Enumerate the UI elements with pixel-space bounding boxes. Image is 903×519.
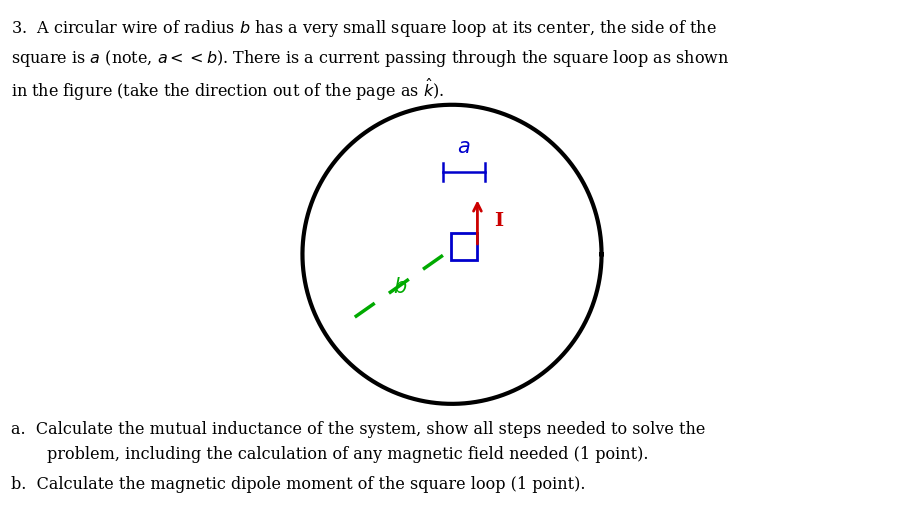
Text: in the figure (take the direction out of the page as $\hat{k}$).: in the figure (take the direction out of… [11, 77, 443, 103]
Text: a.  Calculate the mutual inductance of the system, show all steps needed to solv: a. Calculate the mutual inductance of th… [11, 421, 704, 439]
Bar [450, 234, 477, 261]
Text: 3.  A circular wire of radius $b$ has a very small square loop at its center, th: 3. A circular wire of radius $b$ has a v… [11, 18, 716, 39]
Text: square is $a$ (note, $a << b$). There is a current passing through the square lo: square is $a$ (note, $a << b$). There is… [11, 48, 729, 69]
Text: b.  Calculate the magnetic dipole moment of the square loop (1 point).: b. Calculate the magnetic dipole moment … [11, 476, 585, 494]
Text: $b$: $b$ [392, 277, 406, 297]
Text: I: I [493, 212, 502, 230]
Text: problem, including the calculation of any magnetic field needed (1 point).: problem, including the calculation of an… [47, 446, 647, 463]
Text: $a$: $a$ [457, 138, 470, 157]
